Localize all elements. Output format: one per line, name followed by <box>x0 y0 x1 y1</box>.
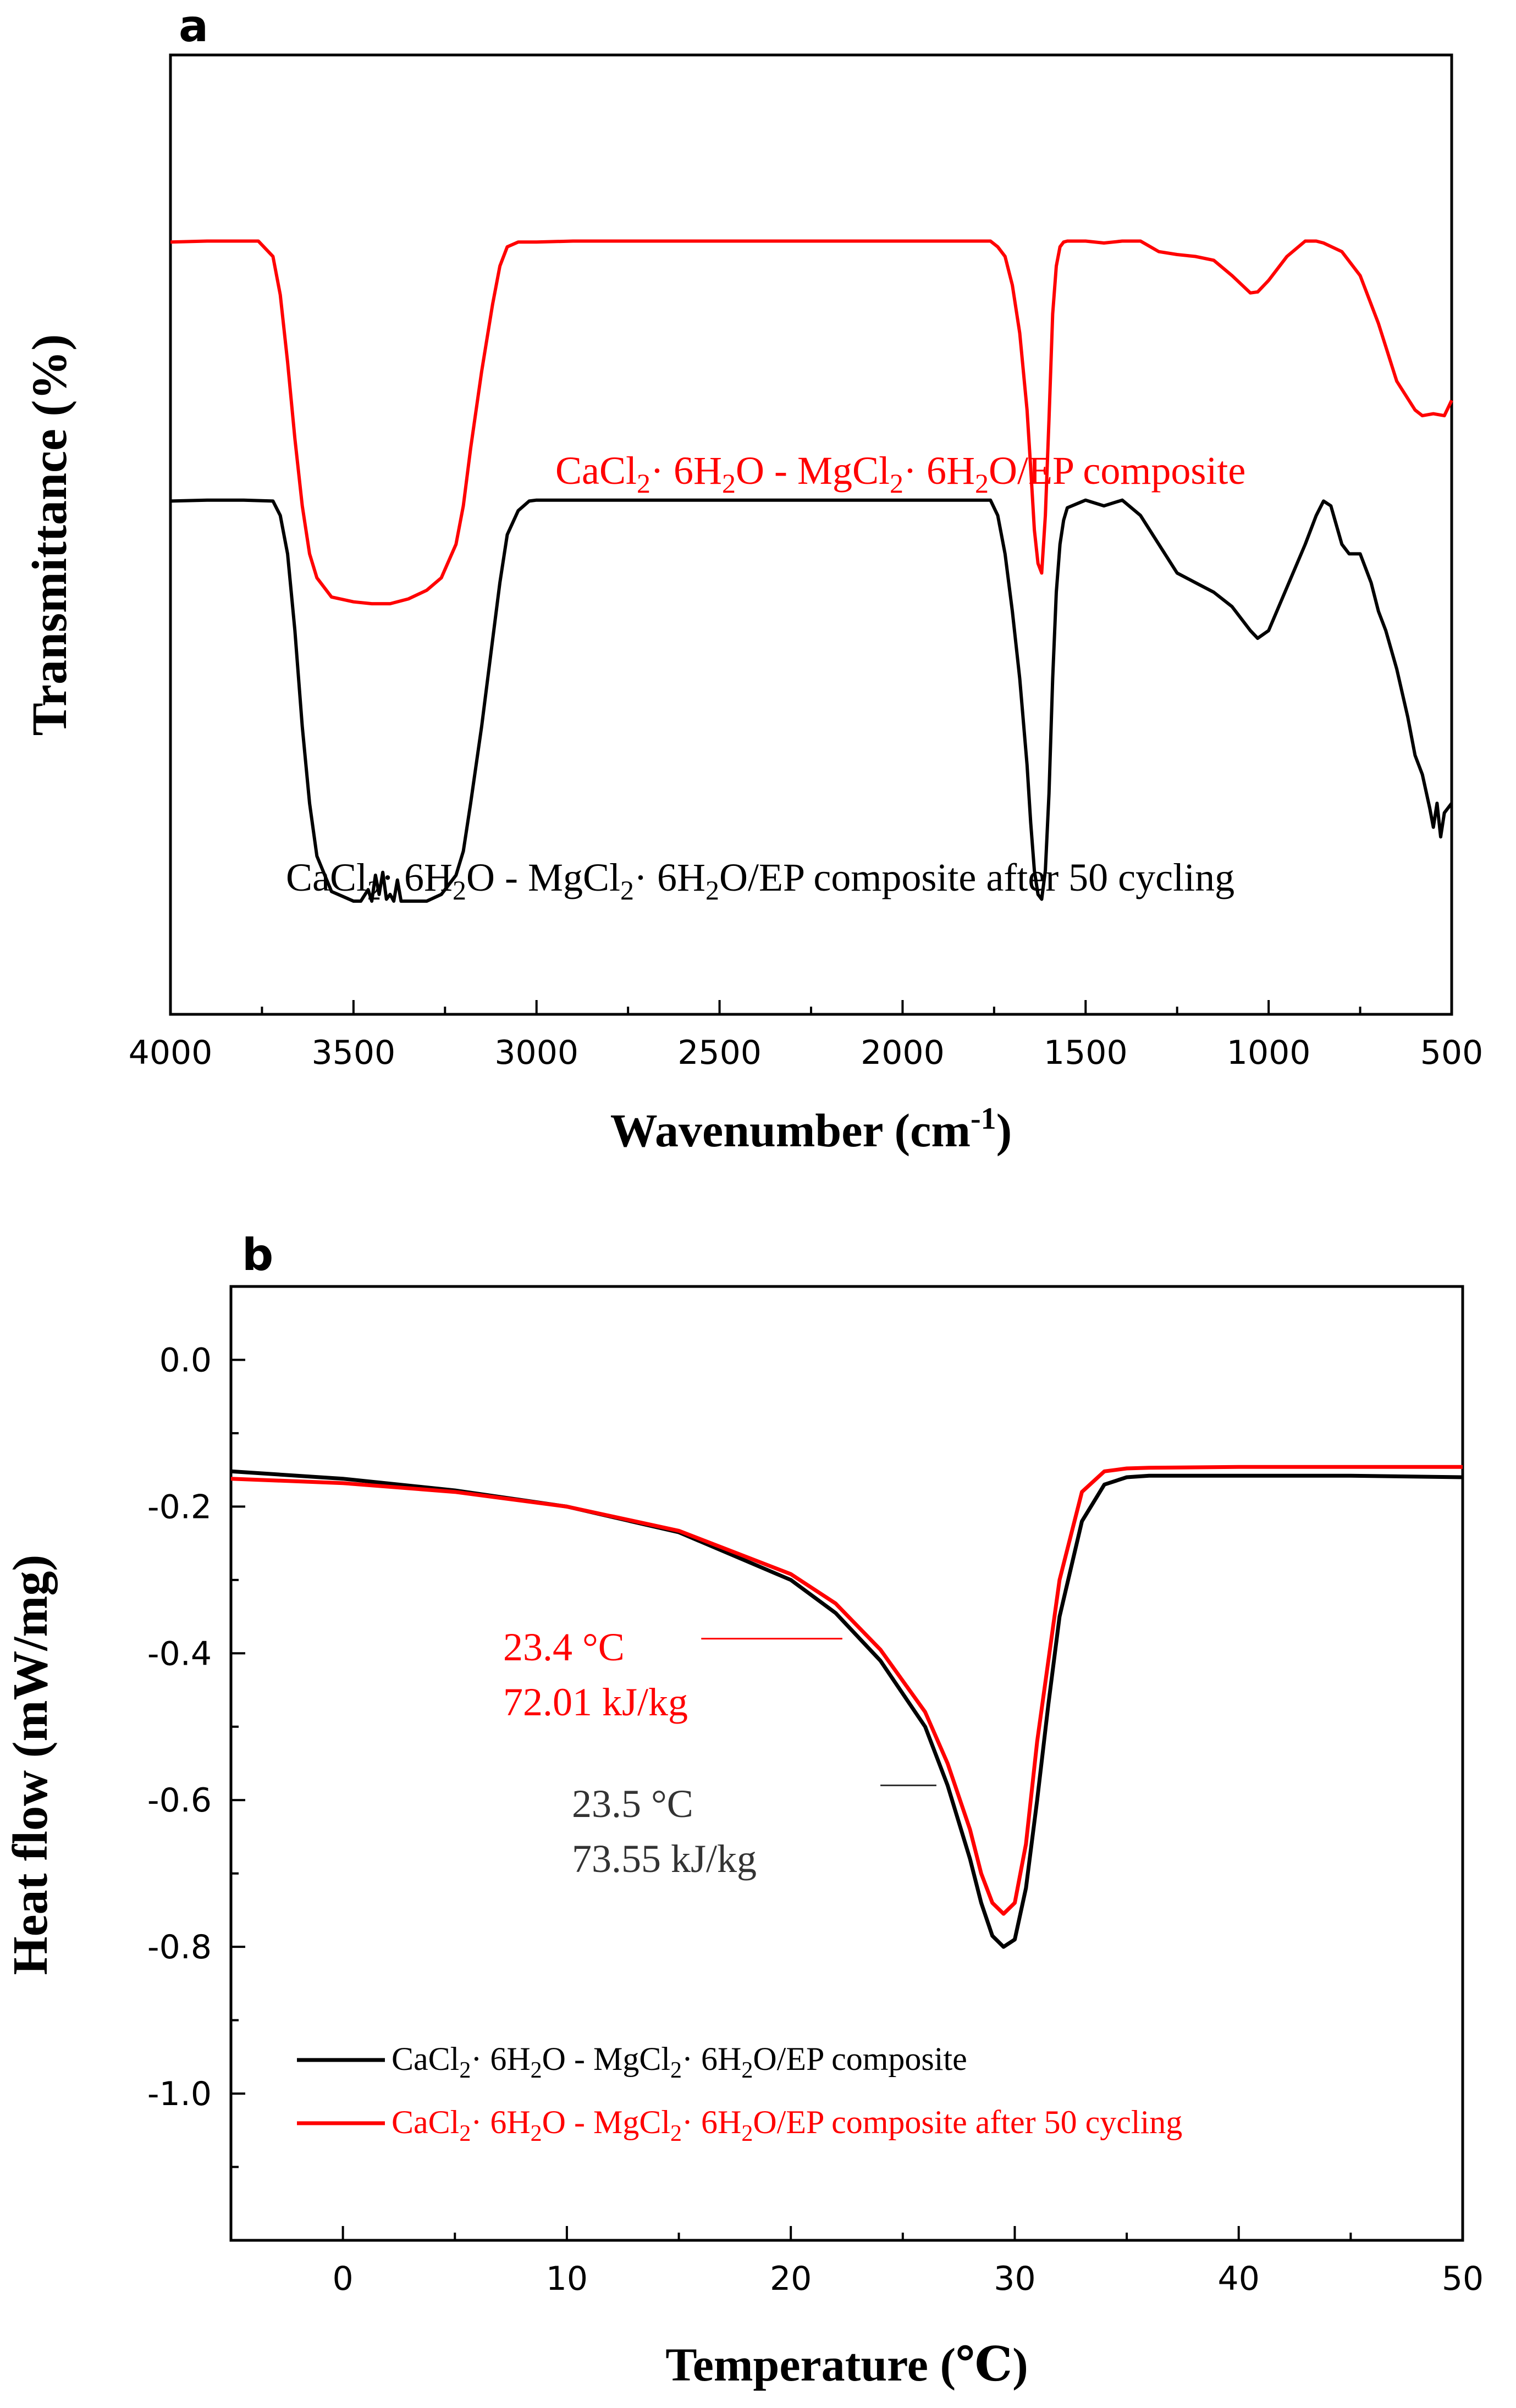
panel-a-label: a <box>179 1 208 52</box>
legend-label-black: CaCl2· 6H2O - MgCl2· 6H2O/EP composite <box>392 2041 967 2083</box>
panel-a-series-2-label: CaCl2· 6H2O - MgCl2· 6H2O/EP composite a… <box>286 855 1234 905</box>
b-y-tick-label: -0.2 <box>147 1488 212 1526</box>
panel-a-x-axis-title: Wavenumber (cm-1) <box>610 1102 1012 1157</box>
panel-a-series <box>170 239 1453 903</box>
b-y-tick-label: -1.0 <box>147 2075 212 2113</box>
a-series-1-line <box>170 239 1453 606</box>
b-x-tick-label: 20 <box>770 2260 812 2298</box>
b-x-tick-label: 50 <box>1442 2260 1484 2298</box>
a-x-tick-label: 1500 <box>1044 1034 1128 1072</box>
b-x-tick-label: 30 <box>994 2260 1035 2298</box>
b-series-2-line <box>230 1465 1463 1916</box>
a-x-tick-label: 2000 <box>861 1034 945 1072</box>
legend-label-red: CaCl2· 6H2O - MgCl2· 6H2O/EP composite a… <box>392 2104 1182 2146</box>
b-series-1-line <box>230 1469 1463 1949</box>
annotation-red-enthalpy: 72.01 kJ/kg <box>503 1680 688 1724</box>
a-series-2-line <box>170 498 1453 903</box>
a-x-tick-label: 2500 <box>677 1034 762 1072</box>
a-x-tick-label: 3500 <box>312 1034 396 1072</box>
panel-b-annotations <box>701 1638 936 1787</box>
panel-a-series-1-label: CaCl2· 6H2O - MgCl2· 6H2O/EP composite <box>555 449 1245 499</box>
b-y-tick-label: -0.4 <box>147 1634 212 1673</box>
annotation-black-enthalpy: 73.55 kJ/kg <box>572 1837 757 1881</box>
a-x-tick-label: 1000 <box>1227 1034 1311 1072</box>
panel-a-x-ticks: 4000 3500 3000 2500 2000 1500 1000 500 <box>129 1000 1484 1072</box>
b-x-tick-label: 40 <box>1218 2260 1260 2298</box>
a-x-tick-label: 500 <box>1420 1034 1484 1072</box>
panel-b-y-axis-title: Heat flow (mW/mg) <box>3 1555 58 1975</box>
panel-b-legend: CaCl2· 6H2O - MgCl2· 6H2O/EP composite C… <box>297 2041 1182 2146</box>
panel-b: b 0 10 20 30 40 50 0.0 -0.2 -0.4 -0.6 -0.8 -1.0 23.… <box>3 1229 1484 2391</box>
panel-b-x-axis-title: Temperature (℃) <box>665 2338 1028 2391</box>
panel-a: a 4000 3500 3000 2500 2000 1500 1000 500 CaCl2·… <box>23 1 1483 1157</box>
panel-b-label: b <box>242 1229 273 1280</box>
a-x-tick-label: 3000 <box>494 1034 578 1072</box>
panel-a-y-axis-title: Transmittance (%) <box>23 334 77 736</box>
annotation-red-temperature: 23.4 °C <box>503 1625 625 1669</box>
b-y-tick-label: -0.6 <box>147 1781 212 1820</box>
panel-b-plot-frame <box>229 1285 1464 2242</box>
a-x-tick-label: 4000 <box>129 1034 213 1072</box>
b-y-tick-label: 0.0 <box>159 1341 212 1379</box>
panel-b-series <box>230 1465 1463 1949</box>
panel-b-ticks: 0 10 20 30 40 50 0.0 -0.2 -0.4 -0.6 -0.8 -1.0 <box>147 1341 1484 2298</box>
b-x-tick-label: 10 <box>546 2260 588 2298</box>
b-y-tick-label: -0.8 <box>147 1928 212 1967</box>
b-x-tick-label: 0 <box>333 2260 354 2298</box>
annotation-black-temperature: 23.5 °C <box>572 1782 693 1826</box>
